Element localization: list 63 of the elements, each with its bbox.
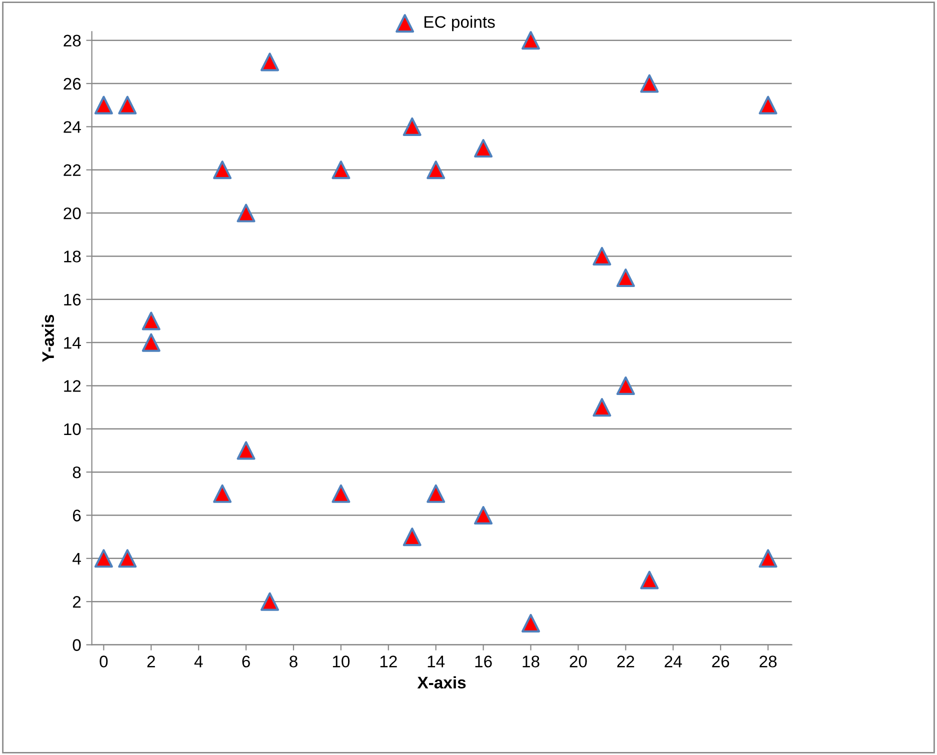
x-tick-label: 26: [712, 656, 730, 668]
point: [213, 484, 232, 503]
point: [142, 312, 160, 330]
y-tick-label: 16: [64, 294, 81, 306]
y-tick-label: 14: [64, 337, 81, 349]
y-tick-label: 2: [72, 596, 81, 608]
point: [592, 398, 612, 417]
point: [94, 96, 113, 114]
y-tick-label: 10: [64, 423, 81, 436]
point: [118, 549, 137, 568]
x-axis-title: X-axis: [417, 676, 466, 689]
x-tick-label: 6: [242, 656, 250, 668]
x-tick-label: 12: [380, 656, 397, 668]
y-tick-label: 6: [72, 510, 81, 522]
legend-label: EC points: [424, 16, 495, 32]
point: [640, 570, 659, 590]
x-tick-label: 28: [760, 656, 777, 668]
point: [426, 484, 446, 503]
point: [236, 441, 256, 460]
point: [522, 31, 540, 50]
point: [474, 139, 493, 158]
point: [426, 160, 446, 180]
y-tick-label: 26: [64, 78, 81, 90]
point: [260, 52, 280, 72]
x-tick-label: 18: [522, 656, 540, 668]
point: [213, 160, 232, 180]
point: [94, 549, 113, 568]
y-tick-label: 4: [72, 552, 81, 564]
x-tick-label: 10: [332, 656, 350, 668]
y-tick-label: 18: [64, 250, 81, 262]
y-tick-label: 0: [72, 639, 81, 651]
point: [522, 614, 540, 632]
y-axis-title: Y-axis: [42, 314, 54, 362]
point: [640, 74, 659, 93]
point: [142, 333, 160, 352]
y-tick-label: 22: [64, 164, 81, 176]
point: [592, 246, 612, 266]
y-tick-label: 8: [72, 466, 81, 478]
x-tick-label: 2: [147, 656, 155, 668]
x-tick-label: 24: [664, 656, 682, 668]
point: [332, 484, 350, 503]
y-tick-label: 20: [64, 207, 81, 220]
x-tick-label: 20: [570, 656, 587, 668]
x-tick-label: 14: [428, 656, 445, 668]
point: [474, 506, 493, 525]
y-tick-label: 24: [64, 121, 81, 133]
point: [758, 96, 778, 114]
y-tick-label: 28: [64, 34, 81, 47]
point: [758, 549, 778, 568]
x-tick-label: 22: [617, 656, 634, 668]
point: [402, 528, 422, 546]
point: [616, 268, 635, 288]
x-tick-label: 8: [290, 656, 298, 668]
point: [332, 160, 350, 180]
point: [118, 96, 137, 114]
point: [402, 117, 422, 136]
x-tick-label: 16: [475, 656, 492, 668]
point: [260, 592, 280, 611]
y-tick-label: 12: [64, 380, 81, 392]
x-tick-label: 4: [194, 656, 203, 668]
x-tick-label: 0: [100, 656, 108, 668]
point: [616, 376, 635, 395]
point: [236, 204, 256, 222]
